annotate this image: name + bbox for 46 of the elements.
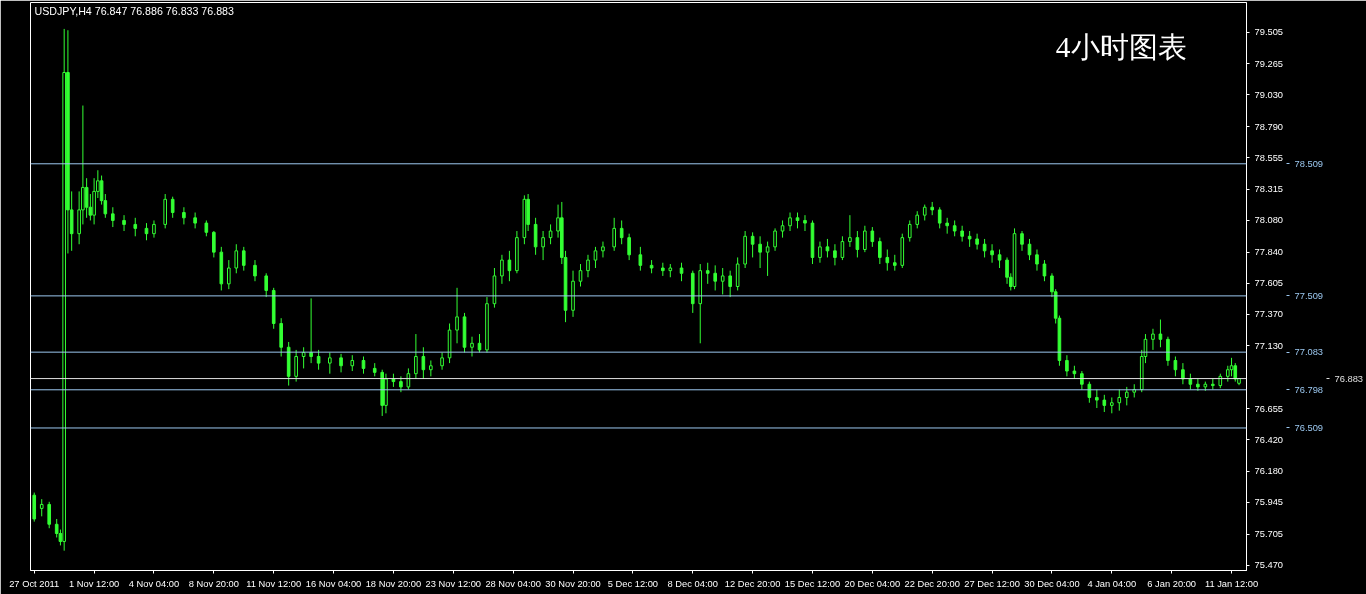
y-tick-label: 75.470: [1254, 560, 1284, 571]
x-tick-label: 16 Nov 04:00: [305, 578, 362, 589]
x-tick-label: 27 Oct 2011: [9, 578, 60, 589]
y-tick-label: 79.265: [1254, 58, 1284, 69]
y-tick-label: 78.555: [1254, 152, 1284, 163]
y-tick-label: 76.180: [1254, 466, 1284, 477]
x-tick-label: 1 Nov 12:00: [68, 578, 120, 589]
x-tick-label: 12 Dec 20:00: [724, 578, 781, 589]
x-tick-label: 27 Dec 12:00: [964, 578, 1020, 589]
x-tick-label: 20 Dec 04:00: [844, 578, 901, 589]
y-tick-label: 78.080: [1254, 215, 1284, 226]
x-tick-label: 23 Nov 12:00: [425, 578, 482, 589]
x-tick-label: 18 Nov 20:00: [365, 578, 422, 589]
y-tick-label: 78.790: [1254, 121, 1284, 132]
x-tick-label: 28 Nov 04:00: [485, 578, 541, 589]
chart-title: USDJPY,H4 76.847 76.886 76.833 76.883: [34, 4, 235, 17]
y-tick-label: 79.505: [1254, 27, 1284, 38]
x-tick-label: 8 Dec 04:00: [667, 578, 718, 589]
x-tick-label: 5 Dec 12:00: [607, 578, 659, 589]
x-tick-label: 15 Dec 12:00: [784, 578, 841, 589]
ref-line-label: 76.509: [1294, 422, 1324, 433]
x-tick-label: 4 Jan 04:00: [1087, 578, 1137, 589]
x-tick-label: 11 Jan 12:00: [1204, 578, 1259, 589]
ref-line-label: 76.883: [1334, 373, 1364, 384]
x-tick-label: 11 Nov 12:00: [246, 578, 302, 589]
x-tick-label: 30 Nov 20:00: [545, 578, 601, 589]
ref-line-label: 77.083: [1294, 347, 1324, 358]
y-tick-label: 77.605: [1254, 278, 1284, 289]
y-tick-label: 78.315: [1254, 184, 1284, 195]
x-tick-label: 22 Dec 20:00: [904, 578, 960, 589]
y-tick-label: 76.420: [1254, 434, 1284, 445]
annotation: 4小时图表: [1055, 30, 1187, 63]
ref-line-label: 78.509: [1294, 158, 1324, 169]
x-tick-label: 4 Nov 04:00: [128, 578, 180, 589]
y-tick-label: 77.130: [1254, 340, 1284, 351]
y-tick-label: 75.945: [1254, 497, 1284, 508]
y-tick-label: 77.370: [1254, 309, 1284, 320]
y-tick-label: 77.840: [1254, 247, 1284, 258]
x-tick-label: 6 Jan 20:00: [1147, 578, 1197, 589]
x-tick-label: 8 Nov 20:00: [188, 578, 239, 589]
y-tick-label: 79.030: [1254, 89, 1284, 100]
ref-line-label: 76.798: [1294, 384, 1324, 395]
y-tick-label: 75.705: [1254, 529, 1284, 540]
y-tick-label: 76.655: [1254, 403, 1284, 414]
x-tick-label: 30 Dec 04:00: [1024, 578, 1080, 589]
ref-line-label: 77.509: [1294, 290, 1324, 301]
